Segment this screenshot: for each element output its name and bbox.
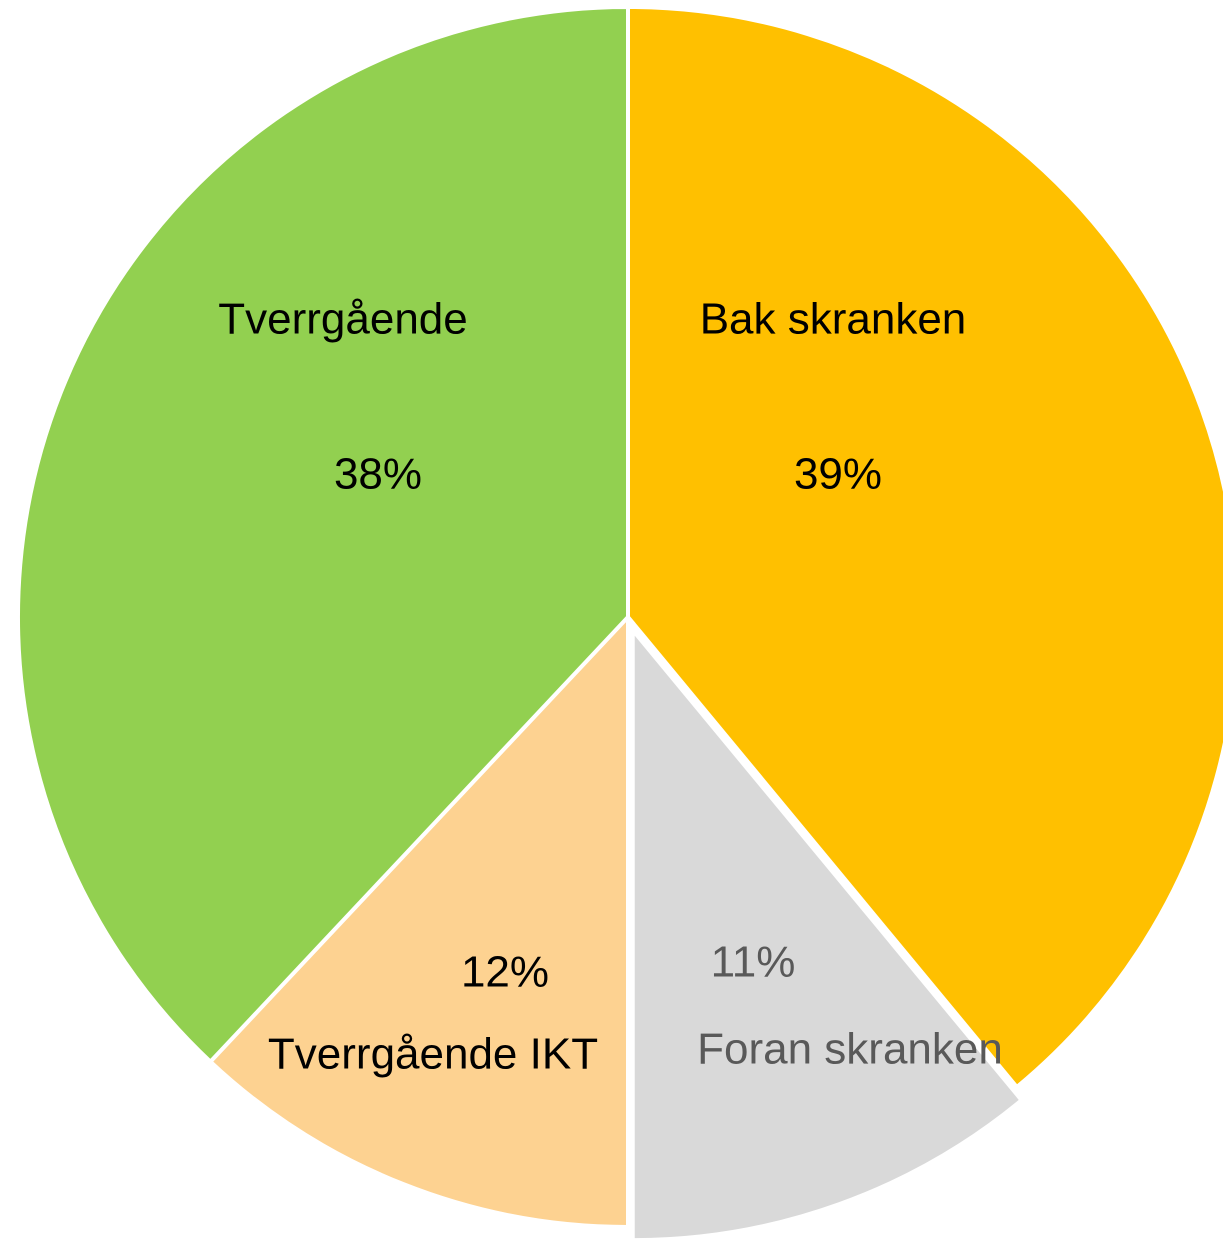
value-label: 39% [794, 450, 882, 499]
pie-slice [208, 615, 630, 1229]
value-label: 12% [461, 948, 549, 997]
pie-slice [16, 5, 630, 1064]
slice-label: Tverrgående IKT [268, 1030, 598, 1079]
value-label: 11% [711, 938, 796, 987]
slice-label: Tverrgående [218, 295, 467, 344]
slice-label: Foran skranken [697, 1025, 1003, 1074]
slice-label: Bak skranken [700, 295, 967, 344]
value-label: 38% [334, 450, 422, 499]
pie-slice [626, 5, 1223, 1090]
pie-slice [630, 628, 1024, 1243]
